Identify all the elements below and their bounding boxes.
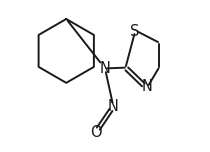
Text: O: O [90,125,102,140]
Text: N: N [100,61,110,76]
Text: N: N [108,99,119,114]
Text: S: S [130,24,139,39]
Text: N: N [142,79,153,94]
